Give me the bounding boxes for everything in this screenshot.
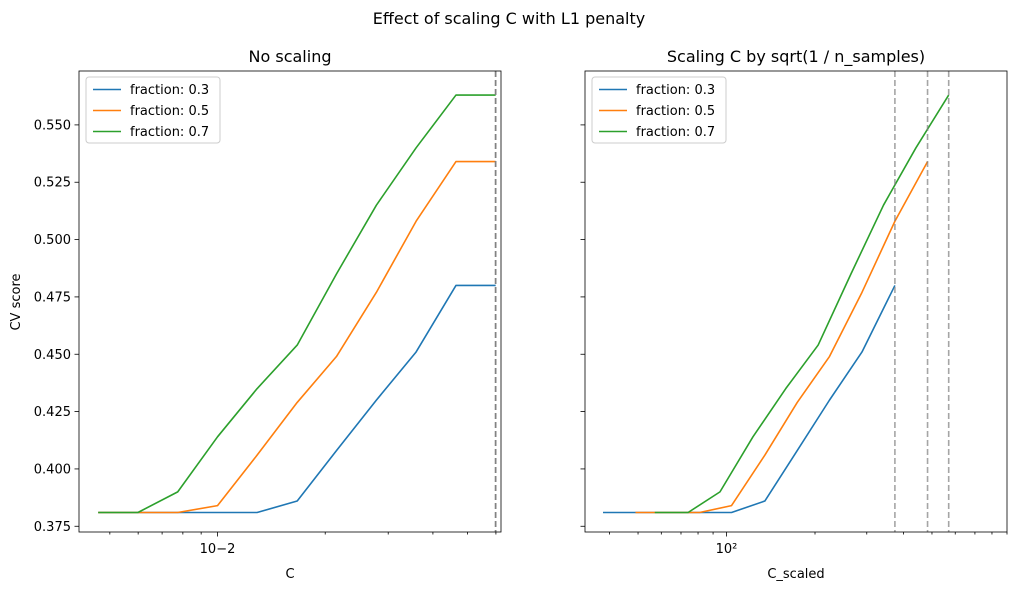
y-tick-label: 0.400 bbox=[34, 462, 71, 477]
panel-title: Scaling C by sqrt(1 / n_samples) bbox=[667, 47, 925, 67]
legend: fraction: 0.3 fraction: 0.5 fraction: 0.7 bbox=[591, 76, 727, 144]
x-minor-ticks bbox=[609, 532, 1008, 535]
axes-frame bbox=[584, 70, 1008, 533]
x-minor-ticks bbox=[109, 532, 497, 535]
y-tick-label: 0.550 bbox=[34, 118, 71, 133]
chart-panel-scaled: Scaling C by sqrt(1 / n_samples) C_scale… bbox=[580, 47, 1008, 582]
legend: fraction: 0.3 fraction: 0.5 fraction: 0.7 bbox=[85, 76, 221, 144]
y-axis-label: CV score bbox=[9, 273, 24, 330]
series-line-fraction-0-5 bbox=[98, 160, 496, 514]
legend-box bbox=[85, 76, 221, 144]
legend-label: fraction: 0.7 bbox=[636, 125, 715, 140]
figure-suptitle: Effect of scaling C with L1 penalty bbox=[373, 9, 645, 28]
x-tick-label: 10−2 bbox=[200, 542, 236, 557]
legend-label: fraction: 0.3 bbox=[636, 83, 715, 98]
y-tick-label: 0.425 bbox=[34, 405, 71, 420]
x-axis-label: C bbox=[285, 567, 294, 582]
plot-area bbox=[603, 71, 950, 532]
series-line-fraction-0-3 bbox=[98, 284, 496, 514]
series-line-fraction-0-7 bbox=[98, 94, 496, 514]
x-axis-label: C_scaled bbox=[767, 567, 824, 582]
y-tick-label: 0.475 bbox=[34, 290, 71, 305]
legend-box bbox=[591, 76, 727, 144]
panel-title: No scaling bbox=[249, 47, 332, 66]
series-line-fraction-0-5 bbox=[635, 161, 929, 514]
y-tick-label: 0.450 bbox=[34, 348, 71, 363]
x-tick-label: 10² bbox=[716, 542, 738, 557]
legend-label: fraction: 0.5 bbox=[636, 104, 715, 119]
legend-label: fraction: 0.5 bbox=[130, 104, 209, 119]
y-tick-label: 0.375 bbox=[34, 520, 71, 535]
series-line-fraction-0-7 bbox=[654, 94, 950, 514]
legend-label: fraction: 0.7 bbox=[130, 125, 209, 140]
legend-label: fraction: 0.3 bbox=[130, 83, 209, 98]
y-tick-label: 0.525 bbox=[34, 176, 71, 191]
axes-frame bbox=[78, 70, 502, 533]
plot-area bbox=[98, 71, 497, 532]
y-tick-label: 0.500 bbox=[34, 233, 71, 248]
chart-panel-no-scaling: No scaling C CV score 10−2 0.375 0.400 0.42… bbox=[9, 47, 502, 582]
